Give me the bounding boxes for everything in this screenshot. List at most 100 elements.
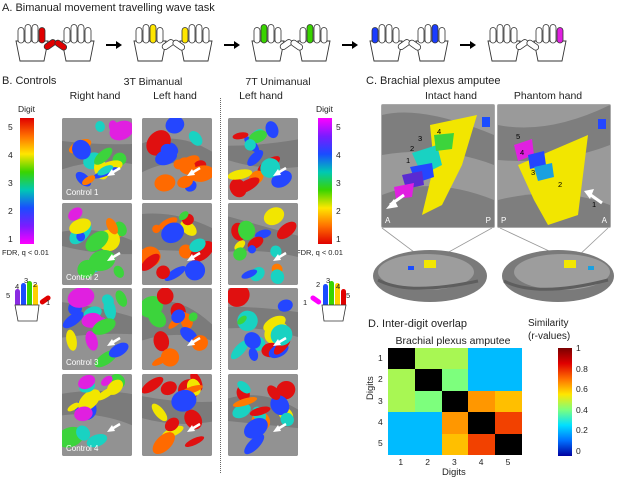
brain-map-control-3-col-3 — [228, 288, 298, 370]
brain-map-control-4-col-3 — [228, 374, 298, 456]
group-7t-label: 7T Unimanual — [245, 76, 311, 88]
intact-hand-label: Intact hand — [425, 90, 477, 102]
orient-p-intact: P — [485, 216, 491, 225]
heatmap-cell-1-3 — [441, 348, 469, 370]
digit-tick-7t-1: 1 — [336, 234, 341, 244]
orient-a-intact: A — [385, 216, 391, 225]
group-3t-label: 3T Bimanual — [123, 76, 183, 88]
col-left-hand: Left hand — [153, 90, 197, 102]
heatmap-cell-5-2 — [414, 433, 443, 456]
heatmap-cell-4-4 — [468, 412, 496, 435]
hands-sequence — [8, 15, 613, 65]
digit-scale-label-7t: Digit — [316, 104, 334, 114]
heatmap-cell-4-2 — [414, 412, 443, 435]
heatmap-cell-5-3 — [441, 433, 469, 456]
hl-digit-4: 4 — [15, 282, 20, 291]
hr-digit-4: 4 — [336, 282, 341, 291]
fdr-label-7t: FDR, q < 0.01 — [296, 248, 343, 257]
brain-map-control-2-col-3 — [228, 203, 298, 285]
heatmap-cell-2-2 — [414, 369, 443, 392]
hl-digit-5: 5 — [6, 291, 11, 300]
brain-map-control-1-col-3 — [228, 118, 298, 200]
digit-tick-3t-4: 4 — [8, 150, 13, 160]
intact-hand-map: A P — [381, 104, 495, 228]
digit-tick-7t-4: 4 — [336, 150, 341, 160]
heatmap-col-label-4: 4 — [478, 457, 484, 467]
heatmap-row-label-2: 2 — [378, 374, 383, 385]
panel-c-title: C. Brachial plexus amputee — [366, 75, 501, 87]
heatmap — [388, 348, 523, 456]
colorbar-tick-3: 0.4 — [576, 404, 588, 415]
hr-digit-1: 1 — [303, 298, 308, 307]
digit-colorbar-7t — [318, 118, 332, 244]
heatmap-cell-1-1 — [388, 348, 416, 370]
heatmap-row-label-5: 5 — [378, 438, 383, 449]
control-label-4: Control 4 — [66, 444, 99, 453]
intact-digit-1: 1 — [406, 156, 411, 165]
group-separator — [220, 98, 221, 473]
heatmap-cell-2-5 — [495, 369, 523, 392]
heatmap-cell-5-4 — [468, 433, 496, 456]
phantom-digit-1: 1 — [592, 200, 597, 209]
colorbar-tick-0: 1 — [576, 343, 581, 353]
phantom-digit-4: 4 — [520, 148, 525, 157]
control-label-1: Control 1 — [66, 188, 99, 197]
digit-tick-3t-3: 3 — [8, 178, 13, 188]
hr-digit-5: 5 — [346, 291, 351, 300]
heatmap-row-label-3: 3 — [378, 395, 383, 406]
heatmap-cell-2-4 — [468, 369, 496, 392]
heatmap-subtitle: Brachial plexus amputee — [395, 335, 511, 347]
heatmap-cell-2-1 — [388, 369, 416, 392]
heatmap-cell-3-1 — [388, 390, 416, 413]
heatmap-col-label-3: 3 — [452, 457, 457, 467]
heatmap-cell-3-4 — [468, 390, 496, 413]
brain-map-control-4-col-2 — [142, 374, 212, 456]
digit-tick-7t-2: 2 — [336, 206, 341, 216]
heatmap-row-label-1: 1 — [378, 352, 383, 363]
colorbar-tick-4: 0.2 — [576, 425, 588, 436]
heatmap-cell-5-5 — [495, 433, 523, 456]
heatmap-cell-3-5 — [495, 390, 523, 413]
heatmap-cell-4-5 — [495, 412, 523, 435]
hr-digit-2: 2 — [316, 280, 321, 289]
heatmap-ylabel: Digits — [365, 376, 376, 400]
phantom-hand-map: P A — [497, 104, 611, 228]
brain-map-control-3-col-1: Control 3 — [62, 288, 132, 370]
panel-d-title: D. Inter-digit overlap — [368, 318, 468, 330]
heatmap-cell-5-1 — [388, 433, 416, 456]
hl-digit-2: 2 — [33, 280, 38, 289]
digit-tick-3t-2: 2 — [8, 206, 13, 216]
control-label-2: Control 2 — [66, 273, 99, 282]
heatmap-cell-4-1 — [388, 412, 416, 435]
intact-digit-3: 3 — [418, 134, 423, 143]
phantom-hand-label: Phantom hand — [513, 90, 583, 102]
digit-colorbar-3t — [20, 118, 34, 244]
heatmap-row-label-4: 4 — [378, 416, 383, 427]
digit-tick-7t-5: 5 — [336, 122, 341, 132]
orient-a-phantom: A — [601, 216, 607, 225]
brain-map-control-1-col-2 — [142, 118, 212, 200]
col-right-hand: Right hand — [69, 90, 121, 102]
colorbar-tick-2: 0.6 — [576, 384, 588, 395]
hl-digit-3: 3 — [24, 276, 29, 285]
digit-tick-3t-5: 5 — [8, 122, 13, 132]
brain-map-control-2-col-1: Control 2 — [62, 203, 132, 285]
heatmap-cell-1-4 — [468, 348, 496, 370]
control-label-3: Control 3 — [66, 358, 99, 367]
heatmap-cell-4-3 — [441, 412, 469, 435]
orient-p-phantom: P — [501, 216, 507, 225]
panel-a-title: A. Bimanual movement travelling wave tas… — [2, 2, 215, 14]
colorbar-tick-5: 0 — [576, 446, 581, 456]
brain-surfaces — [368, 226, 618, 306]
heatmap-col-label-5: 5 — [505, 457, 511, 467]
brain-map-control-2-col-2 — [142, 203, 212, 285]
phantom-digit-5: 5 — [516, 132, 521, 141]
intact-digit-2: 2 — [410, 144, 415, 153]
phantom-digit-3: 3 — [531, 168, 536, 177]
brain-map-control-4-col-1: Control 4 — [62, 374, 132, 456]
digit-tick-7t-3: 3 — [336, 178, 341, 188]
panel-b-title: B. Controls — [2, 75, 57, 87]
heatmap-col-label-2: 2 — [425, 457, 430, 467]
heatmap-xlabel: Digits — [442, 467, 466, 478]
digit-tick-3t-1: 1 — [8, 234, 13, 244]
